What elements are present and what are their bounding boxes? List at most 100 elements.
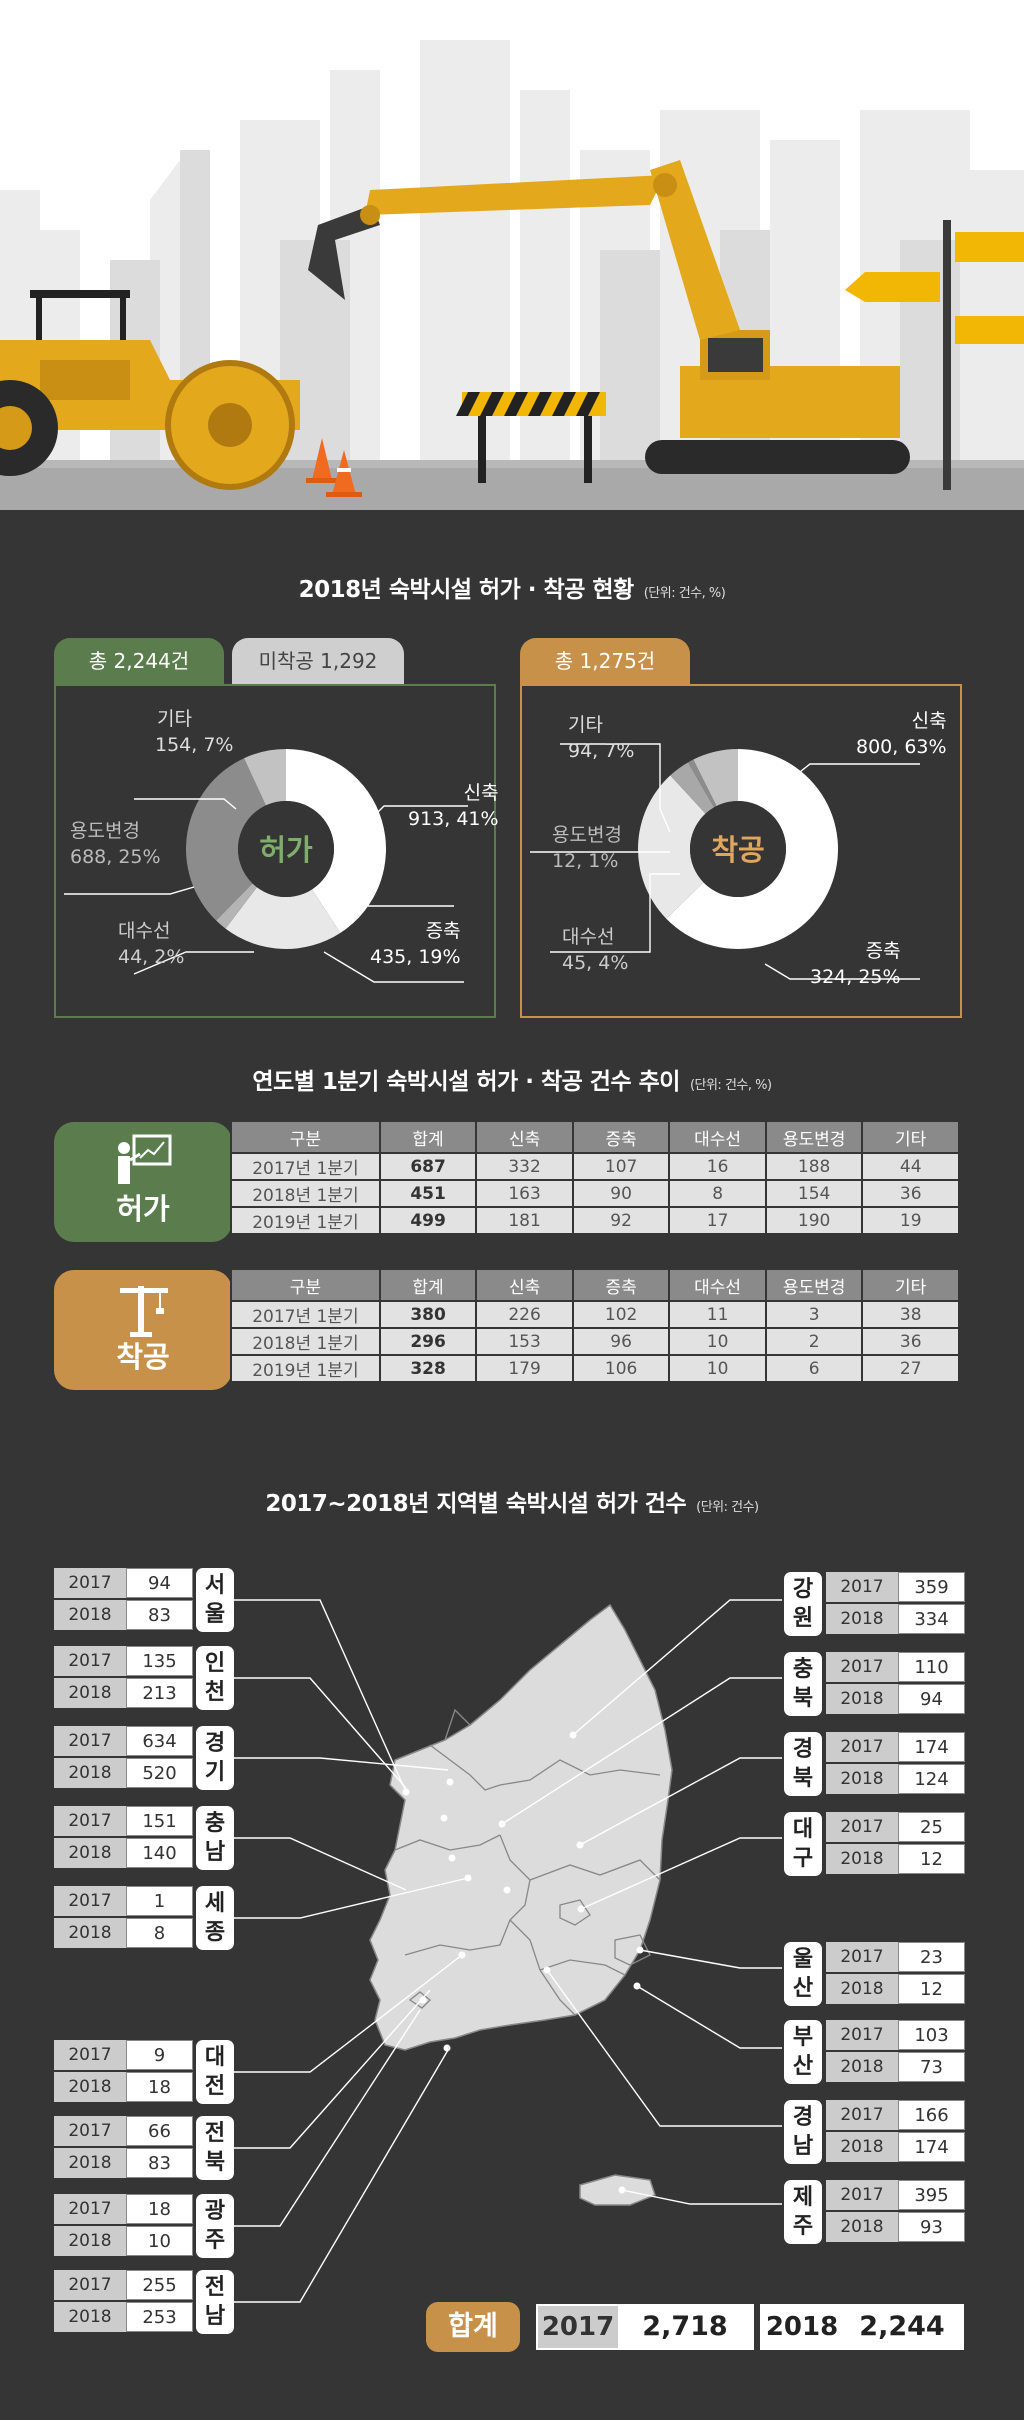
value-2018: 8	[126, 1918, 193, 1948]
column-header: 합계	[378, 1120, 478, 1154]
region-경기: 2017 634 2018 520 경 기	[54, 1726, 234, 1790]
table-cell: 90	[571, 1179, 671, 1208]
table-cell: 226	[475, 1300, 574, 1329]
table-cell: 92	[571, 1206, 671, 1235]
table-cell: 499	[378, 1206, 478, 1235]
table-cell: 2019년 1분기	[230, 1206, 381, 1235]
start-table: 구분 합계 신축 증축 대수선 용도변경 기타 2017년 1분기 380 226 102 11 3 3…	[230, 1268, 960, 1383]
value-2017: 1	[126, 1886, 193, 1916]
pie-slice-증축	[225, 887, 341, 949]
region-부산: 2017 103 2018 73 부 산	[784, 2020, 965, 2084]
table-cell: 451	[378, 1179, 478, 1208]
barrier-icon	[456, 392, 606, 483]
start-donut-chart: 착공	[530, 743, 920, 980]
table-cell: 16	[668, 1152, 767, 1181]
year-label: 2018	[54, 2226, 126, 2256]
table-cell: 2018년 1분기	[230, 1327, 381, 1356]
region-충북: 2017 110 2018 94 충 북	[784, 1652, 965, 1716]
traffic-cone-icon	[306, 438, 362, 497]
region-충남: 2017 151 2018 140 충 남	[54, 1806, 234, 1870]
year-label: 2017	[54, 2194, 126, 2224]
pie-slice-신축	[666, 749, 838, 949]
value-2018: 213	[126, 1678, 193, 1708]
year-label: 2017	[826, 2020, 898, 2050]
region-인천: 2017 135 2018 213 인 천	[54, 1646, 234, 1710]
excavator-icon	[308, 160, 910, 474]
year-label: 2018	[54, 1838, 126, 1868]
table-row: 2017년 1분기 380 226 102 11 3 38	[230, 1300, 960, 1329]
column-header: 기타	[861, 1120, 960, 1154]
table-cell: 6	[764, 1354, 864, 1383]
year-label: 2017	[54, 2270, 126, 2300]
year-label: 2018	[54, 2072, 126, 2102]
start-badge: 착공	[54, 1270, 232, 1390]
table-cell: 17	[668, 1206, 767, 1235]
region-세종: 2017 1 2018 8 세 종	[54, 1886, 234, 1950]
table-cell: 190	[764, 1206, 864, 1235]
region-경남: 2017 166 2018 174 경 남	[784, 2100, 965, 2164]
table-cell: 154	[764, 1179, 864, 1208]
table-cell: 332	[475, 1152, 574, 1181]
table-cell: 2017년 1분기	[230, 1152, 381, 1181]
table-cell: 328	[378, 1354, 478, 1383]
value-2018: 12	[898, 1844, 965, 1874]
year-label: 2017	[54, 1568, 126, 1598]
table-cell: 687	[378, 1152, 478, 1181]
value-2018: 10	[126, 2226, 193, 2256]
jeju-shape	[579, 2174, 656, 2206]
value-2018: 140	[126, 1838, 193, 1868]
section2-title: 연도별 1분기 숙박시설 허가 · 착공 건수 추이 (단위: 건수, %)	[252, 1069, 772, 1095]
value-2018: 12	[898, 1974, 965, 2004]
year-label: 2018	[54, 1600, 126, 1630]
value-2018: 93	[898, 2212, 965, 2242]
pie-slice-증축	[638, 775, 706, 919]
year-label: 2018	[826, 2052, 898, 2082]
value-2017: 103	[898, 2020, 965, 2050]
table-cell: 163	[475, 1179, 574, 1208]
table-cell: 19	[861, 1206, 960, 1235]
value-2017: 94	[126, 1568, 193, 1598]
table-cell: 10	[668, 1327, 767, 1356]
table-row: 2018년 1분기 451 163 90 8 154 36	[230, 1179, 960, 1208]
permit-label-대수선: 대수선 44, 2%	[118, 920, 185, 968]
permit-donut-chart: 허가	[64, 749, 468, 983]
total-label: 합계	[426, 2302, 520, 2352]
value-2018: 253	[126, 2302, 193, 2332]
permit-label-용도변경: 용도변경 688, 25%	[70, 820, 161, 868]
table-row: 2019년 1분기 499 181 92 17 190 19	[230, 1206, 960, 1235]
permit-total-tab: 총 2,244건	[54, 638, 224, 684]
table-cell: 2019년 1분기	[230, 1354, 381, 1383]
pie-slice-기타	[244, 749, 286, 806]
permit-label-증축: 증축 435, 19%	[370, 920, 461, 968]
table-header-row: 구분 합계 신축 증축 대수선 용도변경 기타	[230, 1268, 960, 1302]
table-cell: 8	[668, 1179, 767, 1208]
year-label: 2018	[826, 2132, 898, 2162]
table-cell: 106	[571, 1354, 671, 1383]
permit-unstarted-tab: 미착공 1,292	[232, 638, 404, 684]
year-label: 2018	[826, 1844, 898, 1874]
table-cell: 27	[861, 1354, 960, 1383]
pie-slice-용도변경	[688, 759, 717, 808]
value-2017: 25	[898, 1812, 965, 1842]
permit-label-신축: 신축 913, 41%	[408, 782, 499, 830]
total-2018: 2018 2,244	[760, 2304, 964, 2350]
value-2017: 110	[898, 1652, 965, 1682]
table-cell: 179	[475, 1354, 574, 1383]
start-total-tab: 총 1,275건	[520, 638, 690, 684]
year-label: 2018	[54, 2302, 126, 2332]
column-header: 용도변경	[764, 1120, 864, 1154]
start-label-대수선: 대수선 45, 4%	[562, 926, 629, 974]
table-row: 2017년 1분기 687 332 107 16 188 44	[230, 1152, 960, 1181]
table-cell: 3	[764, 1300, 864, 1329]
pie-slice-대수선	[670, 762, 715, 814]
region-울산: 2017 23 2018 12 울 산	[784, 1942, 965, 2006]
